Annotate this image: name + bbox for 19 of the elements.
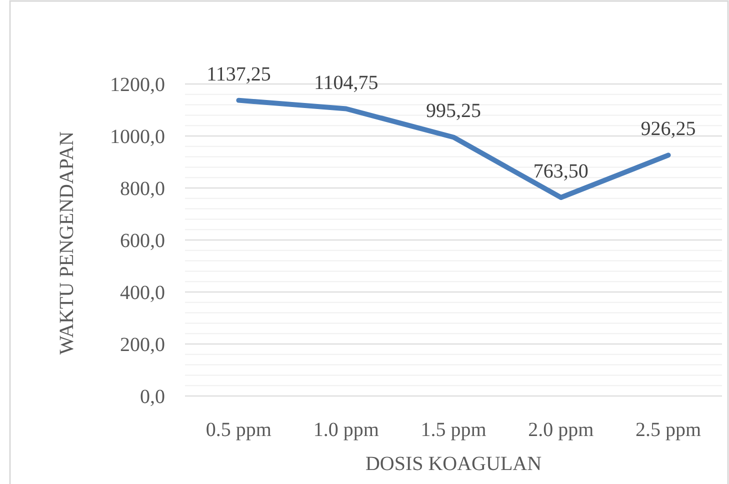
x-tick-label: 1.5 ppm [420,419,487,441]
x-tick-label: 2.0 ppm [528,419,594,441]
data-label: 995,25 [426,100,481,122]
x-axis-title: DOSIS KOAGULAN [365,453,542,475]
data-label: 1137,25 [206,63,271,86]
x-tick-label: 1.0 ppm [313,419,380,441]
x-tick-label: 0.5 ppm [206,419,272,441]
y-tick-label: 600,0 [120,230,165,252]
data-label: 926,25 [640,118,696,140]
y-tick-label: 800,0 [120,178,165,200]
y-axis-title: WAKTU PENGENDAPAN [56,131,78,355]
y-tick-label: 0,0 [140,386,165,408]
data-label: 1104,75 [314,72,378,94]
y-tick-label: 1200,0 [110,74,165,96]
y-tick-label: 200,0 [120,334,165,356]
x-tick-label: 2.5 ppm [636,419,702,441]
y-tick-label: 1000,0 [110,126,165,148]
data-label: 763,50 [533,160,588,182]
y-tick-label: 400,0 [120,282,165,304]
